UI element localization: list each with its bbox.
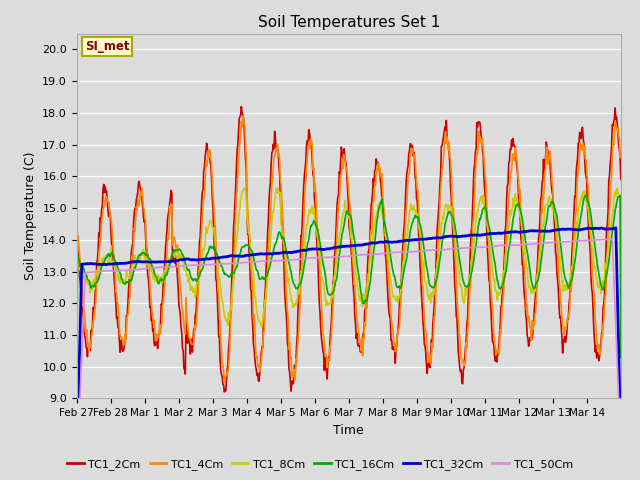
X-axis label: Time: Time [333,424,364,437]
Y-axis label: Soil Temperature (C): Soil Temperature (C) [24,152,36,280]
Text: SI_met: SI_met [85,40,129,53]
Title: Soil Temperatures Set 1: Soil Temperatures Set 1 [258,15,440,30]
Legend: TC1_2Cm, TC1_4Cm, TC1_8Cm, TC1_16Cm, TC1_32Cm, TC1_50Cm: TC1_2Cm, TC1_4Cm, TC1_8Cm, TC1_16Cm, TC1… [63,455,577,474]
